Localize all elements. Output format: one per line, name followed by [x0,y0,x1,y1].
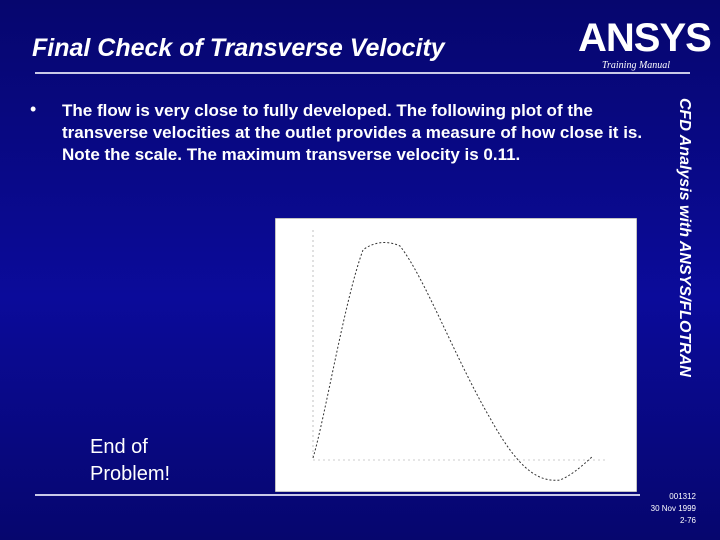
plot-frame [275,218,637,492]
bullet-text: The flow is very close to fully develope… [62,101,643,164]
logo: ANSYS [578,16,712,60]
subtitle: Training Manual [602,60,671,71]
divider [35,72,690,74]
footer-line: 30 Nov 1999 [650,504,696,513]
closing-line: Problem! [90,463,171,485]
closing-line: End of [90,436,148,458]
plot-image [275,218,637,492]
side-text: CFD Analysis with ANSYS/FLOTRAN [676,98,715,458]
bullet-dot: • [30,99,37,119]
side-label: CFD Analysis with ANSYS/FLOTRAN [676,98,693,377]
closing-text: End of Problem! [90,434,170,488]
divider [35,494,640,496]
footer-line: 001312 [669,492,696,501]
footer: 001312 30 Nov 1999 2-76 [640,491,696,527]
plot-curve [312,242,594,481]
footer-line: 2-76 [679,516,696,525]
title: Final Check of Transverse Velocity [32,34,445,62]
